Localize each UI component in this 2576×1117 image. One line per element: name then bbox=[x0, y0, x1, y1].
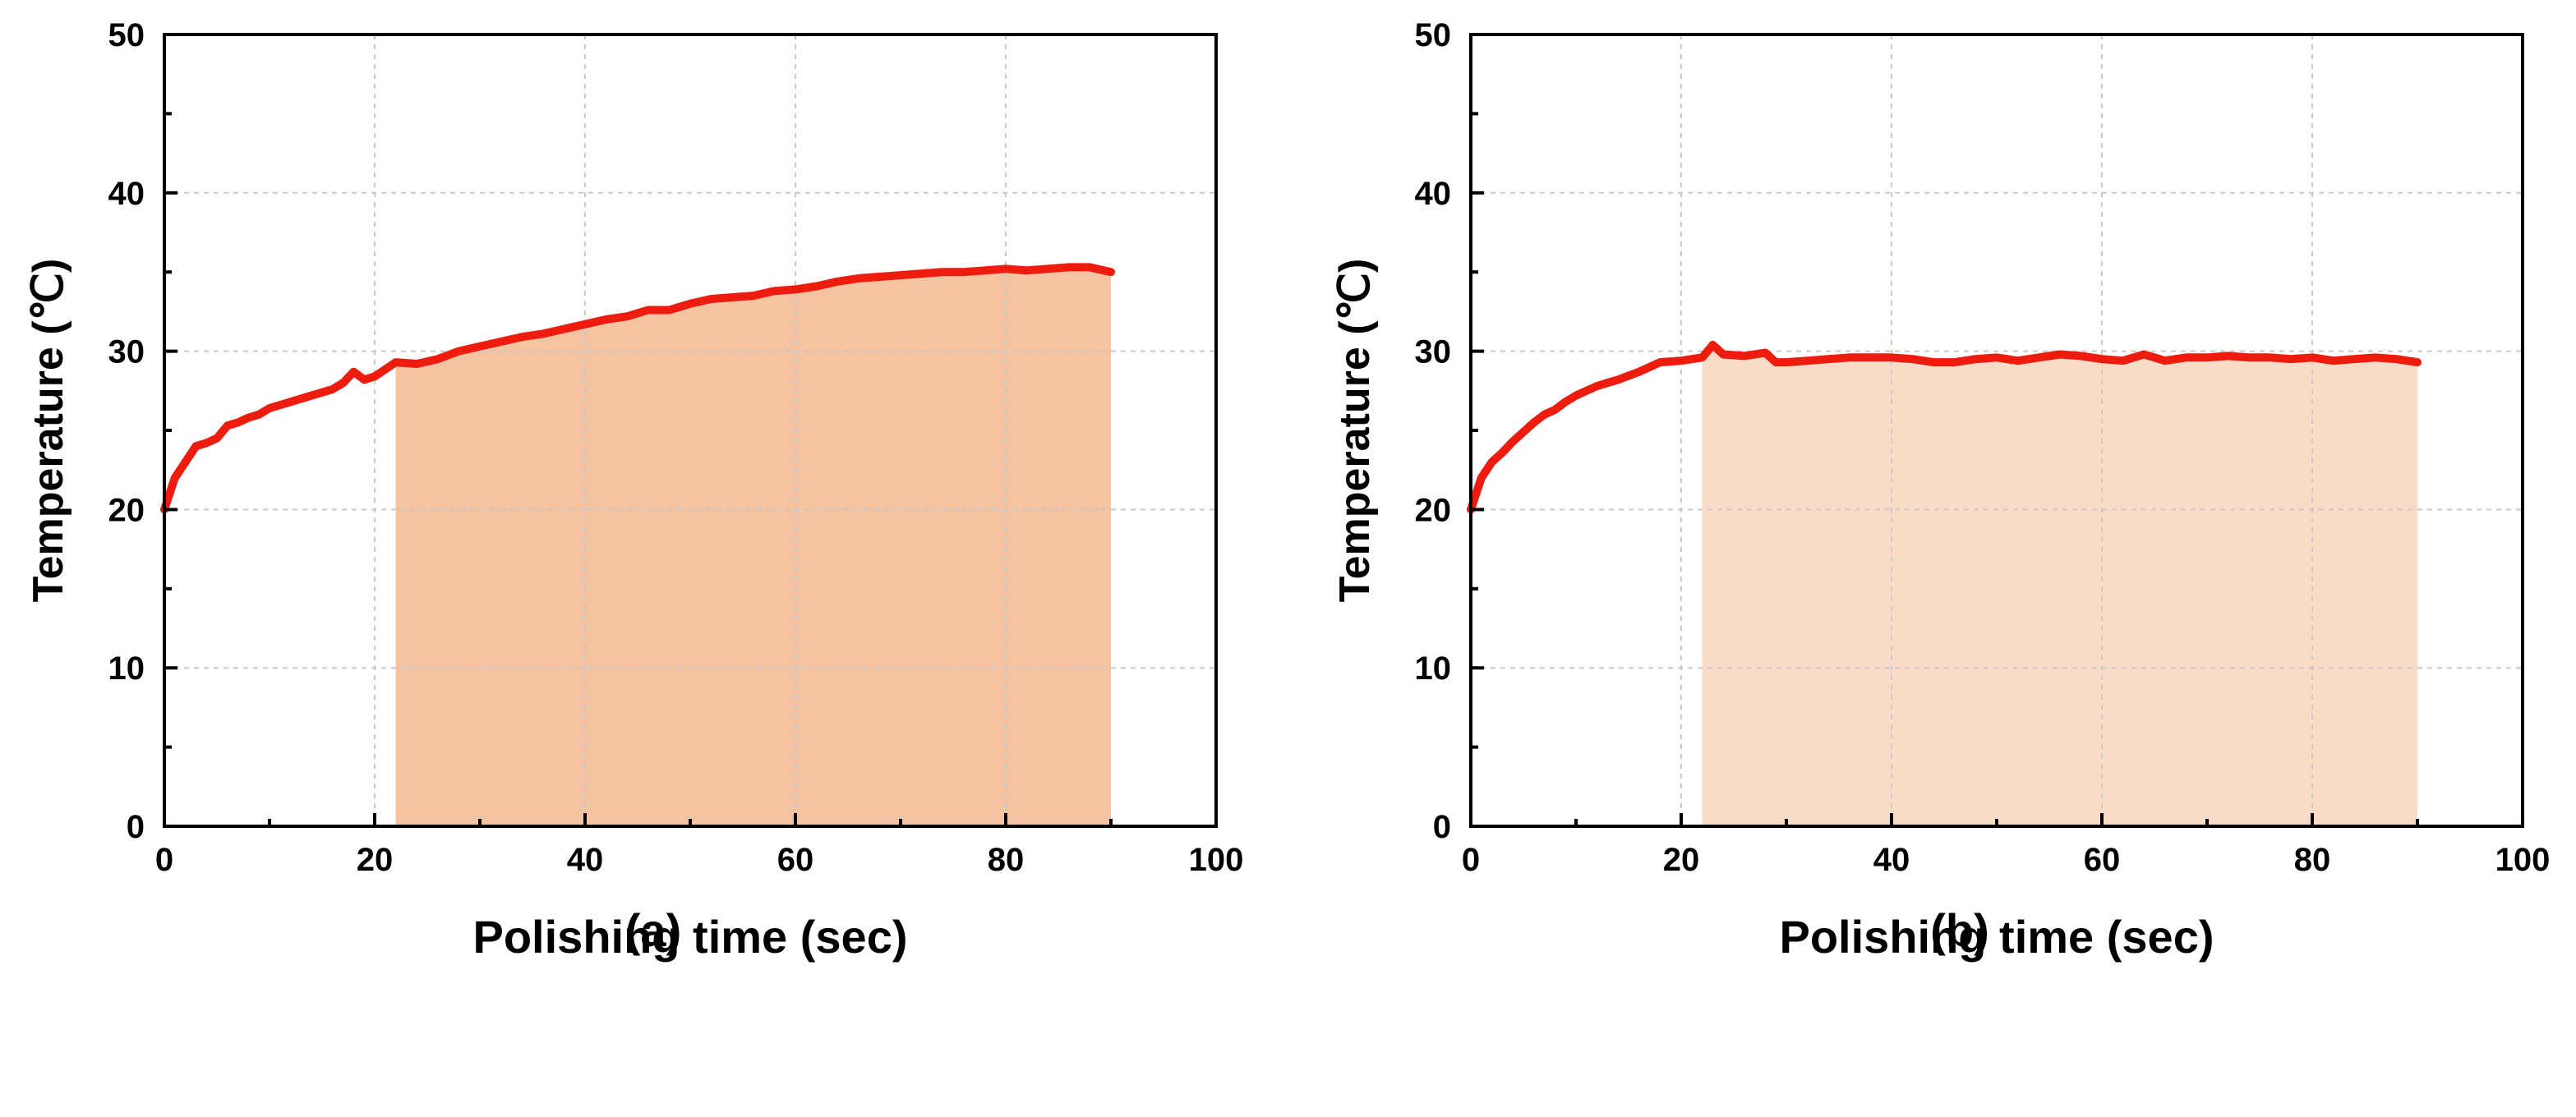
chart-a: 0 20 40 60 80 100 0 10 20 30 40 50 Polishing time (s… bbox=[25, 17, 1243, 963]
temperature-line bbox=[1467, 340, 2422, 514]
x-axis-title: Polishing time (sec) bbox=[473, 911, 908, 963]
shaded-area bbox=[1702, 344, 2417, 826]
y-tick-label: 20 bbox=[1415, 492, 1452, 528]
x-tick-label: 20 bbox=[357, 842, 394, 878]
y-tick-label: 0 bbox=[127, 809, 145, 845]
x-axis-title: Polishing time (sec) bbox=[1780, 911, 2214, 963]
y-tick-label: 50 bbox=[1415, 17, 1452, 53]
x-tick-label: 0 bbox=[1462, 842, 1480, 878]
y-tick-label: 40 bbox=[1415, 176, 1452, 212]
x-tick-label: 0 bbox=[155, 842, 173, 878]
y-tick-label: 20 bbox=[108, 492, 145, 528]
y-tick-label: 40 bbox=[108, 176, 145, 212]
panel-label-b: (b) bbox=[1930, 904, 1989, 956]
panel-label-a: (a) bbox=[624, 904, 682, 956]
x-tick-label: 40 bbox=[1873, 842, 1910, 878]
x-tick-label: 80 bbox=[2294, 842, 2331, 878]
y-tick-label: 10 bbox=[1415, 650, 1452, 687]
x-tick-label: 100 bbox=[2495, 842, 2551, 878]
y-tick-label: 50 bbox=[108, 17, 145, 53]
x-tick-label: 80 bbox=[988, 842, 1025, 878]
y-tick-label: 30 bbox=[108, 334, 145, 370]
x-tick-label: 40 bbox=[567, 842, 604, 878]
chart-b: 0 20 40 60 80 100 0 10 20 30 40 50 Polishing time (s… bbox=[1331, 17, 2550, 963]
x-tick-label: 20 bbox=[1663, 842, 1700, 878]
y-tick-label: 10 bbox=[108, 650, 145, 687]
x-tick-label: 60 bbox=[777, 842, 814, 878]
y-axis-title: Temperature (℃) bbox=[25, 259, 72, 603]
y-axis-title: Temperature (℃) bbox=[1331, 259, 1379, 603]
y-tick-label: 30 bbox=[1415, 334, 1452, 370]
temperature-line bbox=[160, 263, 1115, 514]
x-tick-label: 60 bbox=[2084, 842, 2121, 878]
shaded-area bbox=[395, 267, 1112, 826]
y-tick-label: 0 bbox=[1433, 809, 1451, 845]
x-tick-label: 100 bbox=[1189, 842, 1244, 878]
